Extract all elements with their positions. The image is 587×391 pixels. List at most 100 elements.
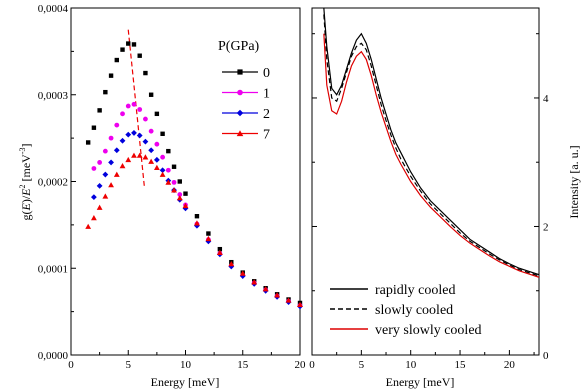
left-legend: P(GPa) 0 1 2 7 xyxy=(218,39,270,143)
left-point-series-2 xyxy=(96,182,103,189)
left-y-axis-title: g(E)/E2 [meV-3] xyxy=(18,143,33,220)
left-point-series-0 xyxy=(131,42,137,47)
left-point-series-0 xyxy=(166,148,171,154)
right-series-slowly-cooled xyxy=(323,14,539,277)
left-point-series-2 xyxy=(148,147,155,154)
left-legend-label: 7 xyxy=(263,128,270,143)
left-y-tick-label: 0,0001 xyxy=(38,263,68,275)
left-point-series-7 xyxy=(239,270,246,276)
left-point-series-0 xyxy=(171,164,177,169)
left-point-series-0 xyxy=(143,70,148,76)
left-point-series-1 xyxy=(171,179,177,185)
left-point-series-7 xyxy=(113,171,120,177)
left-point-series-7 xyxy=(171,187,177,193)
left-point-series-7 xyxy=(216,249,223,255)
left-point-series-7 xyxy=(102,193,109,199)
left-point-series-0 xyxy=(177,179,182,184)
left-legend-marker xyxy=(236,109,244,117)
left-point-series-0 xyxy=(206,231,211,236)
left-legend-entry: 0 xyxy=(222,66,270,81)
right-y-tick-label: 0 xyxy=(543,350,549,362)
left-point-series-0 xyxy=(183,191,188,196)
left-legend-entry: 2 xyxy=(222,107,270,122)
left-x-tick-label: 5 xyxy=(126,359,132,371)
left-series-layer xyxy=(85,41,303,310)
left-point-series-7 xyxy=(119,162,126,169)
left-series-7 xyxy=(85,152,303,308)
right-series-layer xyxy=(323,8,539,278)
left-legend-entry: 1 xyxy=(222,87,270,102)
left-point-series-1 xyxy=(125,103,131,109)
left-point-series-2 xyxy=(239,273,246,279)
left-legend-marker xyxy=(237,89,243,96)
left-point-series-1 xyxy=(148,128,154,134)
left-legend-title: P(GPa) xyxy=(218,39,260,54)
left-point-series-7 xyxy=(96,204,103,210)
right-legend: rapidly cooled slowly cooled very slowly c… xyxy=(330,283,482,338)
left-point-series-2 xyxy=(136,132,143,139)
left-point-series-2 xyxy=(125,131,132,138)
right-x-ticks: 0 5 10 15 20 xyxy=(309,350,535,371)
left-point-series-2 xyxy=(108,159,114,166)
left-legend-entry: 7 xyxy=(222,128,270,143)
right-series-very-slowly-cooled xyxy=(323,33,539,278)
left-point-series-0 xyxy=(108,73,114,78)
left-point-series-7 xyxy=(153,164,160,170)
left-point-series-1 xyxy=(120,111,125,117)
left-point-series-2 xyxy=(119,137,126,144)
left-point-series-1 xyxy=(91,166,97,171)
left-legend-label: 2 xyxy=(263,107,270,122)
left-legend-marker xyxy=(237,69,243,75)
right-legend-entry: rapidly cooled xyxy=(330,283,455,298)
right-plot-frame xyxy=(311,7,540,356)
left-point-series-7 xyxy=(285,297,292,303)
left-legend-label: 1 xyxy=(263,87,270,102)
left-point-series-7 xyxy=(125,156,132,163)
left-point-series-1 xyxy=(108,135,114,141)
left-point-series-1 xyxy=(154,141,160,147)
left-x-tick-label: 20 xyxy=(295,359,307,371)
left-point-series-0 xyxy=(194,214,200,219)
left-x-tick-label: 0 xyxy=(68,359,74,371)
right-legend-entry: very slowly cooled xyxy=(330,323,482,338)
left-legend-items: 0 1 2 7 xyxy=(222,66,270,143)
left-point-series-7 xyxy=(159,171,166,177)
left-point-series-7 xyxy=(91,215,97,221)
right-legend-label: very slowly cooled xyxy=(375,323,482,338)
left-point-series-2 xyxy=(159,167,166,174)
left-point-series-7 xyxy=(194,220,200,226)
left-x-axis-title: Energy [meV] xyxy=(151,375,220,389)
right-legend-label: rapidly cooled xyxy=(375,283,455,298)
left-y-tick-label: 0,0002 xyxy=(38,177,68,189)
left-point-series-7 xyxy=(251,279,258,285)
left-point-series-7 xyxy=(297,301,303,308)
right-x-tick-label: 0 xyxy=(309,359,315,371)
left-point-series-1 xyxy=(97,160,103,165)
right-y-axis-title: Intensity [a. u.] xyxy=(567,145,581,218)
left-y-ticks: 0,0000 0,0001 0,0002 0,0003 0,0004 xyxy=(38,3,76,362)
left-point-series-0 xyxy=(154,111,160,117)
left-point-series-0 xyxy=(85,140,91,145)
left-point-series-1 xyxy=(160,154,166,160)
left-point-series-7 xyxy=(274,292,280,298)
left-point-series-0 xyxy=(217,246,223,252)
right-series-rapidly-cooled xyxy=(323,8,539,276)
left-point-series-0 xyxy=(126,41,131,46)
right-y-tick-label: 4 xyxy=(543,93,549,105)
left-x-tick-label: 10 xyxy=(180,359,192,371)
left-point-series-0 xyxy=(137,53,142,58)
left-point-series-7 xyxy=(85,223,92,229)
left-point-series-0 xyxy=(91,125,97,130)
right-x-tick-label: 10 xyxy=(405,359,417,371)
left-point-series-7 xyxy=(142,154,149,160)
left-point-series-1 xyxy=(165,167,171,173)
left-point-series-2 xyxy=(131,130,137,136)
left-point-series-2 xyxy=(142,138,149,145)
right-x-axis-title: Energy [meV] xyxy=(386,375,455,389)
left-point-series-1 xyxy=(137,107,143,112)
left-point-series-0 xyxy=(120,47,125,52)
left-point-series-7 xyxy=(262,286,269,292)
left-point-series-1 xyxy=(143,116,148,122)
left-point-series-7 xyxy=(148,158,155,164)
left-point-series-2 xyxy=(113,147,120,154)
